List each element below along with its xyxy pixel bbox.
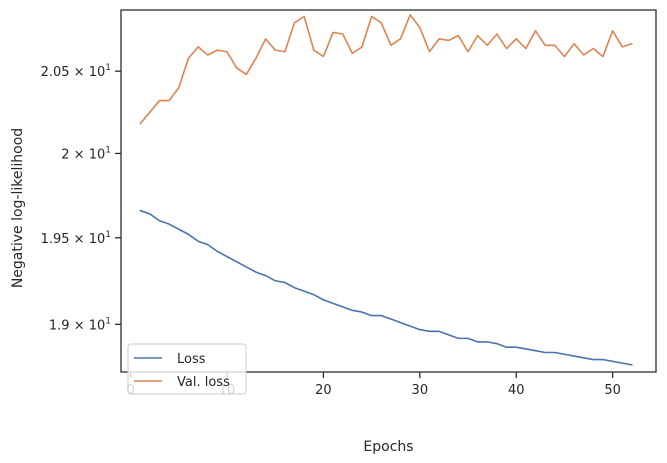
y-tick-label: 2.05 × 101 — [41, 63, 111, 80]
y-tick-label: 1.9 × 101 — [49, 316, 111, 333]
x-tick-label: 30 — [412, 383, 429, 398]
x-tick-label: 20 — [315, 383, 332, 398]
series-line-loss — [139, 209, 633, 366]
y-axis-label: Negative log-likelihood — [10, 128, 26, 288]
legend: Loss Val. loss — [127, 343, 247, 395]
y-tick-label: 1.95 × 101 — [41, 230, 111, 247]
y-axis-ticks: 1.9 × 101 1.95 × 101 2 × 101 2.05 × 101 — [41, 63, 121, 333]
y-tick-label: 2 × 101 — [61, 145, 111, 162]
x-axis-label: Epochs — [363, 439, 413, 455]
series-lines — [139, 13, 633, 366]
series-line-val-loss — [139, 13, 633, 125]
x-tick-label: 50 — [604, 383, 621, 398]
legend-label-val-loss: Val. loss — [177, 375, 230, 390]
plot-frame — [120, 9, 657, 373]
x-tick-label: 40 — [508, 383, 525, 398]
legend-label-loss: Loss — [177, 352, 206, 367]
